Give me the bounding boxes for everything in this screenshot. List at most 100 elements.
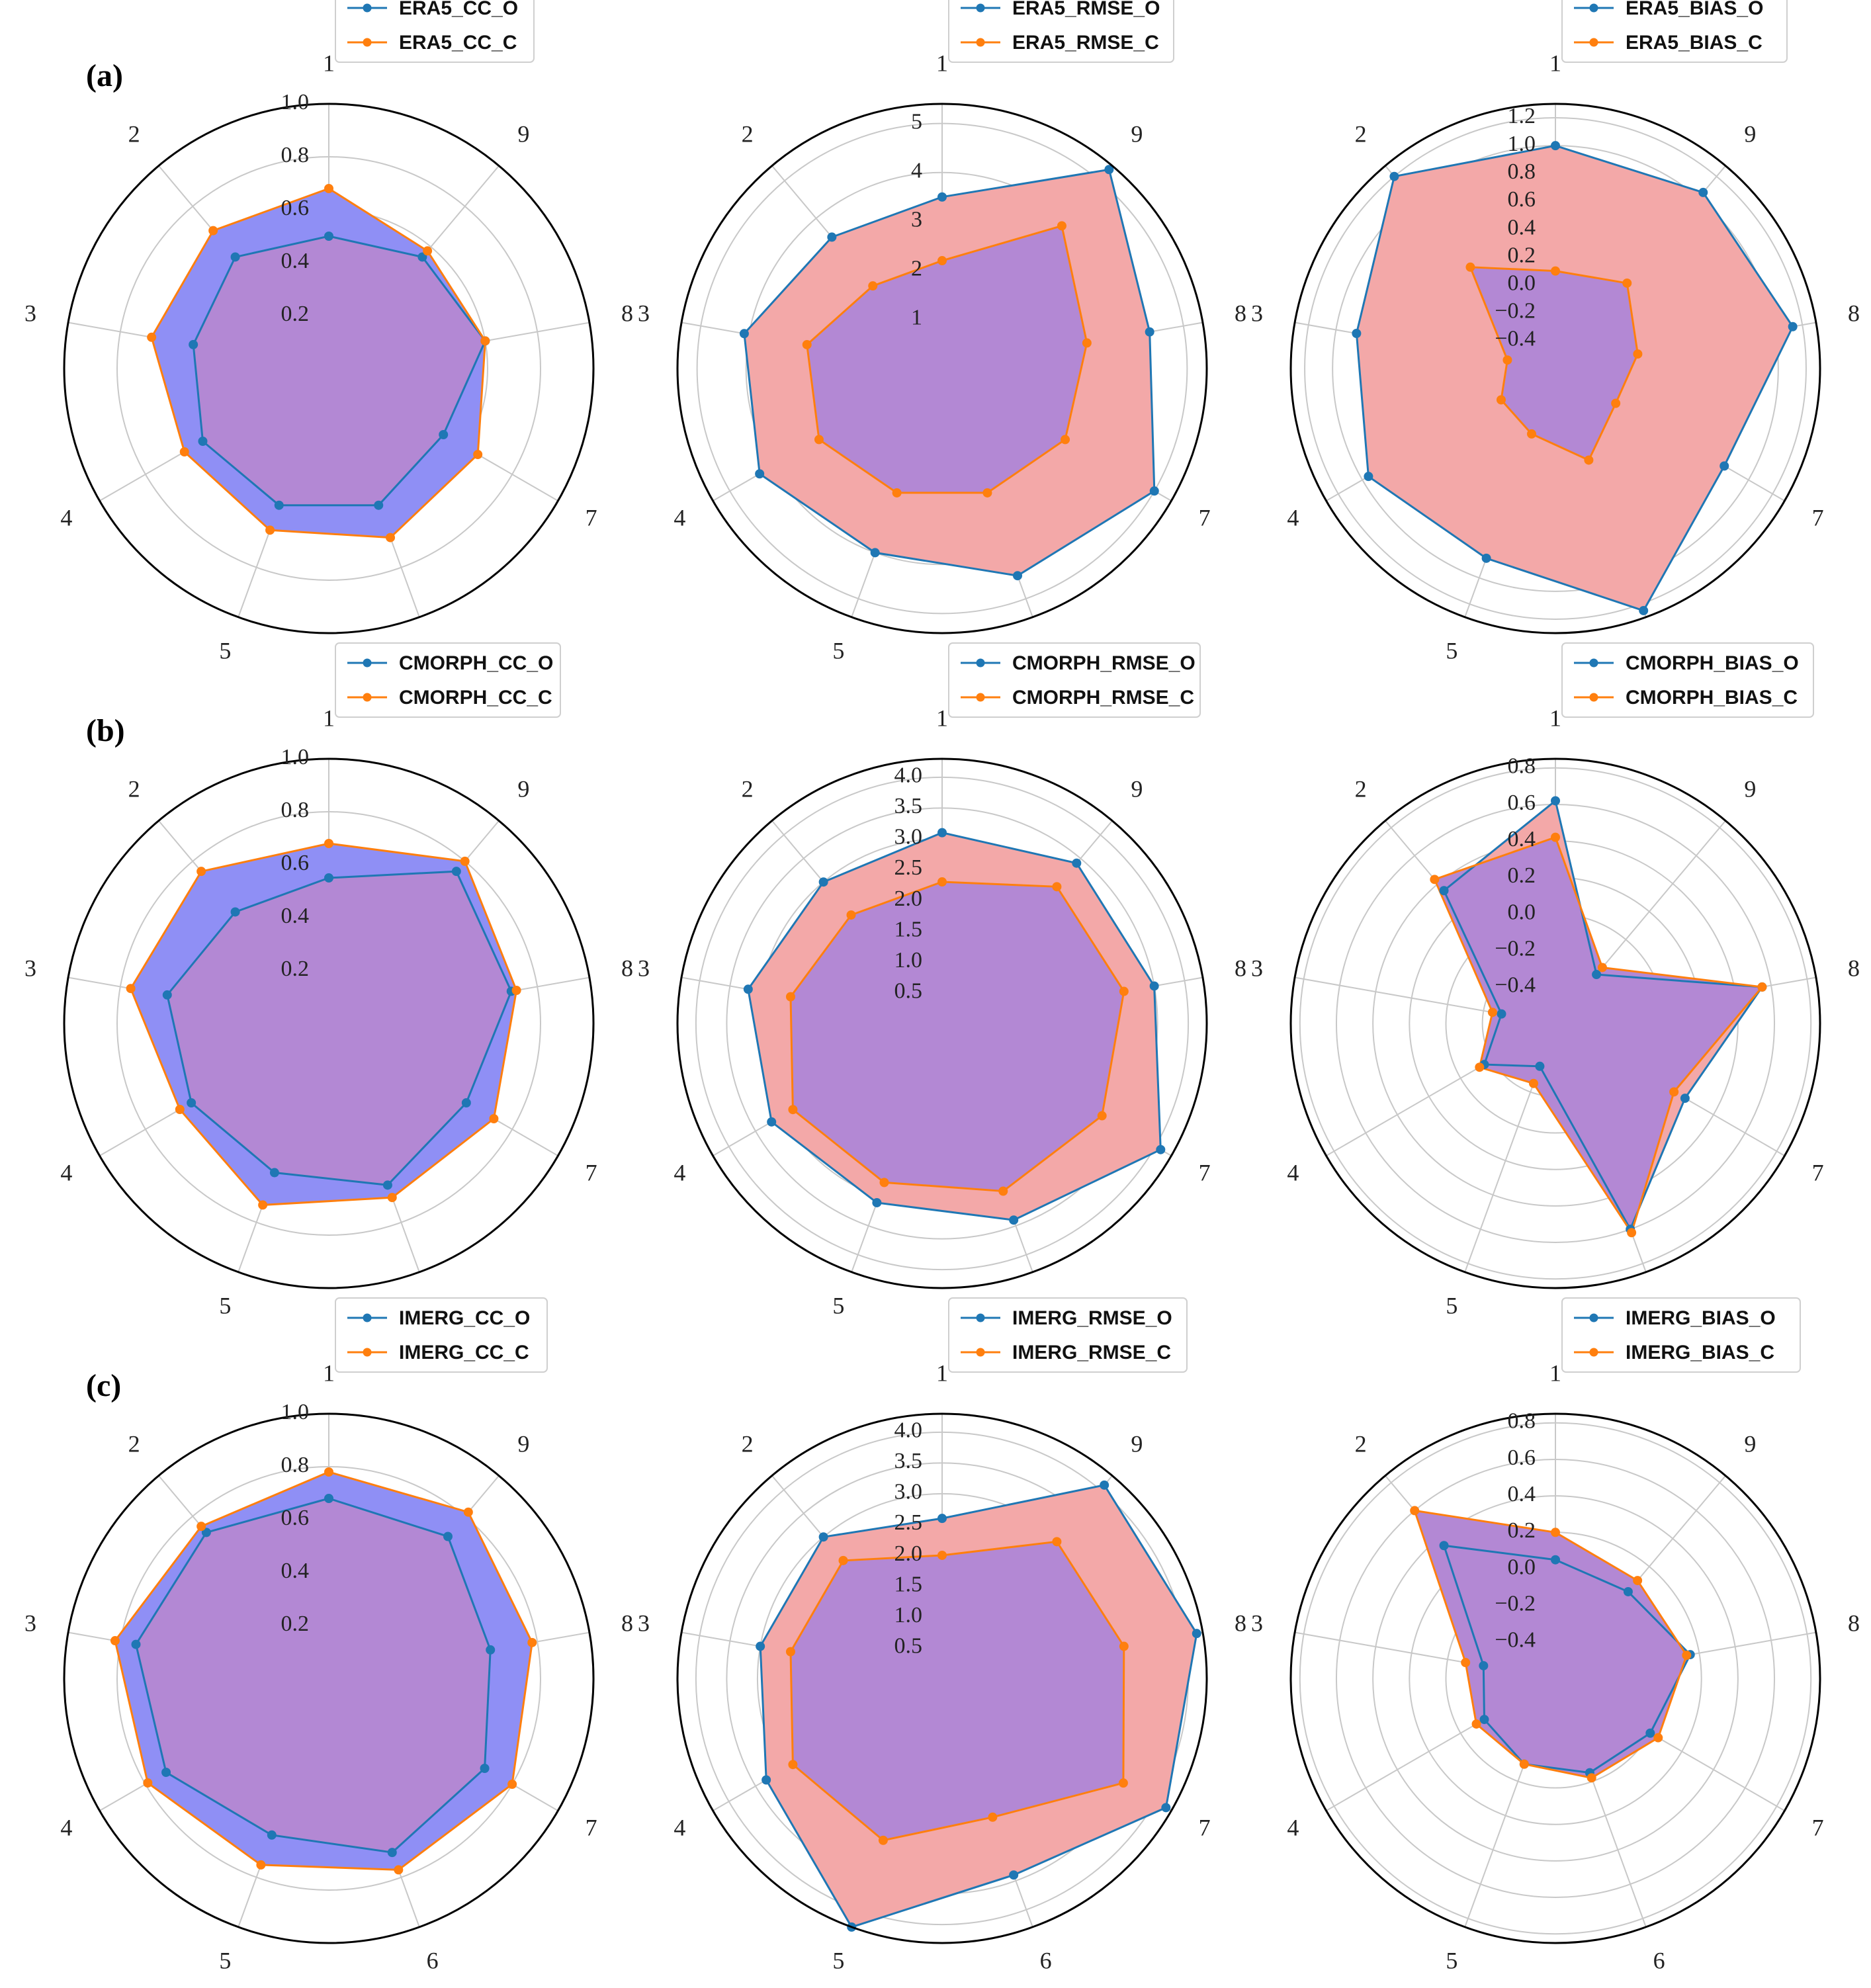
category-label-7: 7 — [1812, 1814, 1824, 1840]
category-label-1: 1 — [323, 705, 335, 731]
category-label-2: 2 — [1355, 120, 1367, 147]
category-label-4: 4 — [674, 1159, 685, 1186]
category-label-1: 1 — [1549, 705, 1561, 731]
series-line-observed — [166, 870, 513, 1186]
data-point-corrected — [788, 1760, 798, 1770]
data-point-corrected — [1052, 1537, 1062, 1547]
data-point-observed — [937, 192, 947, 202]
data-point-observed — [827, 232, 837, 242]
data-point-corrected — [489, 1114, 499, 1123]
legend-swatch-marker — [363, 3, 372, 13]
data-point-observed — [274, 500, 284, 510]
radar-frame — [1289, 1412, 1821, 1944]
legend: IMERG_RMSE_O IMERG_RMSE_C — [948, 1297, 1188, 1373]
legend-swatch-marker — [976, 38, 985, 47]
data-point-observed — [374, 500, 384, 510]
data-point-observed — [1013, 571, 1023, 581]
category-label-7: 7 — [1812, 1159, 1824, 1186]
data-point-corrected — [1471, 1719, 1481, 1729]
category-label-5: 5 — [1446, 1293, 1458, 1319]
data-point-corrected — [1597, 963, 1607, 972]
radar-charts: 0.20.40.60.81.0198765432ERA5_CC_OERA5_CC… — [24, 0, 1860, 1974]
data-point-observed — [161, 1768, 171, 1777]
data-point-observed — [818, 877, 828, 887]
legend-swatch-marker — [363, 693, 372, 702]
data-point-corrected — [147, 332, 157, 342]
radial-tick-label: 2 — [911, 257, 922, 281]
category-label-2: 2 — [128, 775, 140, 802]
radar-chart-5: 0.51.01.52.02.53.03.54.0198765432CMORPH_… — [638, 642, 1246, 1319]
radar-chart-1: 0.20.40.60.81.0198765432ERA5_CC_OERA5_CC… — [24, 0, 633, 664]
radial-tick-label: 1.0 — [281, 745, 310, 769]
category-label-9: 9 — [1744, 120, 1756, 147]
area-fill-overlap — [806, 226, 1087, 493]
data-point-corrected — [1633, 1576, 1643, 1586]
data-point-observed — [872, 1197, 882, 1207]
category-label-7: 7 — [586, 1814, 597, 1840]
data-point-observed — [417, 252, 427, 262]
category-label-3: 3 — [24, 955, 36, 982]
legend-label: ERA5_RMSE_C — [1012, 32, 1159, 54]
radial-tick-label: 1.0 — [281, 1400, 310, 1424]
data-point-corrected — [785, 1647, 795, 1657]
legend-swatch-marker — [1589, 1313, 1598, 1322]
data-point-corrected — [892, 488, 902, 497]
data-point-observed — [439, 430, 449, 439]
category-label-7: 7 — [586, 504, 597, 531]
data-point-corrected — [511, 985, 521, 995]
radial-tick-label: 0.0 — [1508, 900, 1536, 924]
data-point-observed — [461, 1098, 471, 1107]
radial-tick-label: 0.8 — [1508, 1409, 1536, 1434]
data-point-corrected — [937, 256, 947, 266]
legend-label: IMERG_RMSE_O — [1012, 1307, 1172, 1329]
data-point-corrected — [196, 1522, 206, 1532]
legend-label: IMERG_CC_O — [399, 1307, 530, 1329]
data-point-observed — [201, 1528, 211, 1537]
radial-tick-label: 0.2 — [1508, 1518, 1536, 1543]
radial-tick-label: 3.5 — [894, 794, 923, 818]
legend-label: IMERG_CC_C — [399, 1342, 529, 1363]
radial-tick-label: 0.4 — [1508, 827, 1536, 851]
legend: CMORPH_RMSE_O CMORPH_RMSE_C — [948, 642, 1201, 718]
legend: ERA5_BIAS_O ERA5_BIAS_C — [1561, 0, 1788, 63]
category-label-4: 4 — [60, 1159, 72, 1186]
data-point-corrected — [998, 1186, 1008, 1196]
data-point-corrected — [1061, 435, 1070, 445]
data-point-corrected — [324, 184, 333, 193]
data-point-corrected — [463, 1507, 473, 1517]
legend-swatch-marker — [1589, 658, 1598, 668]
data-point-corrected — [386, 533, 396, 542]
data-point-observed — [1497, 1009, 1506, 1019]
legend-box — [948, 642, 1201, 718]
data-point-corrected — [1430, 875, 1440, 885]
data-point-corrected — [802, 339, 812, 349]
legend: CMORPH_CC_O CMORPH_CC_C — [335, 642, 561, 718]
legend-label: IMERG_BIAS_C — [1626, 1342, 1774, 1363]
series-line-observed — [192, 235, 487, 507]
legend-box — [1561, 642, 1814, 718]
radial-tick-label: 0.2 — [281, 957, 310, 981]
category-label-2: 2 — [128, 1430, 140, 1457]
data-point-observed — [1149, 981, 1159, 991]
data-point-corrected — [1097, 1111, 1107, 1121]
data-point-corrected — [1551, 832, 1560, 842]
radial-tick-label: −0.4 — [1495, 973, 1536, 998]
data-point-corrected — [785, 992, 795, 1002]
data-point-observed — [755, 469, 765, 479]
legend: CMORPH_BIAS_O CMORPH_BIAS_C — [1561, 642, 1814, 718]
area-fill-overlap — [136, 1498, 491, 1853]
data-point-corrected — [1611, 398, 1621, 408]
data-point-corrected — [1496, 395, 1506, 405]
radial-tick-label: −0.4 — [1495, 327, 1536, 351]
radial-tick-label: 0.6 — [281, 851, 310, 875]
radial-tick-label: −0.2 — [1495, 299, 1536, 324]
data-point-observed — [1439, 886, 1449, 896]
data-point-corrected — [1502, 355, 1512, 365]
data-point-observed — [761, 1775, 771, 1785]
data-point-corrected — [1475, 1062, 1485, 1072]
data-point-corrected — [937, 1550, 947, 1560]
series-line-corrected — [114, 1471, 533, 1871]
category-label-1: 1 — [323, 50, 335, 76]
category-label-2: 2 — [742, 1430, 754, 1457]
radial-tick-label: 2.0 — [894, 1541, 923, 1566]
